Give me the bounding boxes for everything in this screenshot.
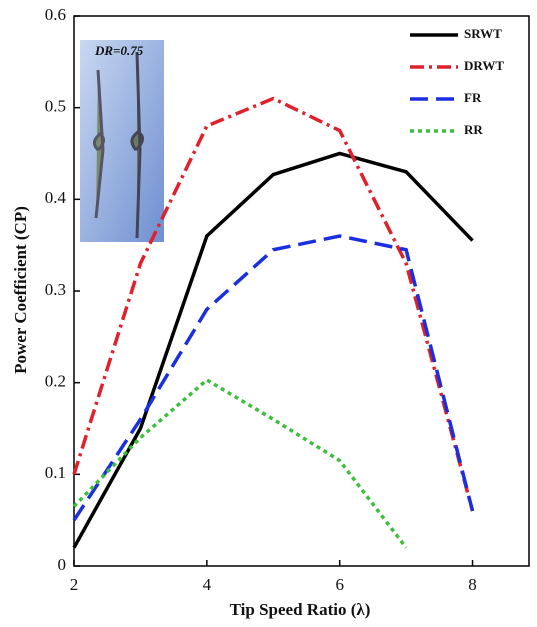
inset-label: DR=0.75 [94, 43, 144, 58]
legend-label: FR [464, 90, 482, 105]
y-tick-label: 0 [58, 555, 67, 574]
y-tick-label: 0.5 [45, 97, 66, 116]
y-tick-label: 0.3 [45, 280, 66, 299]
legend-label: SRWT [464, 26, 502, 41]
inset-turbine [93, 69, 105, 219]
legend-label: DRWT [464, 58, 504, 73]
x-tick-label: 4 [203, 575, 212, 594]
y-tick-label: 0.1 [45, 463, 66, 482]
series-line [72, 234, 475, 522]
x-tick-label: 6 [335, 575, 344, 594]
x-tick-label: 2 [70, 575, 79, 594]
y-axis-label: Power Coefficient (CP) [11, 206, 30, 374]
y-tick-label: 0.6 [45, 5, 66, 24]
inset-image [80, 40, 164, 242]
inset-turbine [130, 51, 144, 239]
x-tick-label: 8 [468, 575, 477, 594]
series-line [72, 151, 474, 549]
legend-label: RR [464, 122, 483, 137]
y-tick-label: 0.4 [45, 188, 67, 207]
series-line [72, 96, 475, 512]
y-tick-label: 0.2 [45, 372, 66, 391]
series-line [72, 377, 408, 549]
x-axis-label: Tip Speed Ratio (λ) [230, 600, 371, 619]
